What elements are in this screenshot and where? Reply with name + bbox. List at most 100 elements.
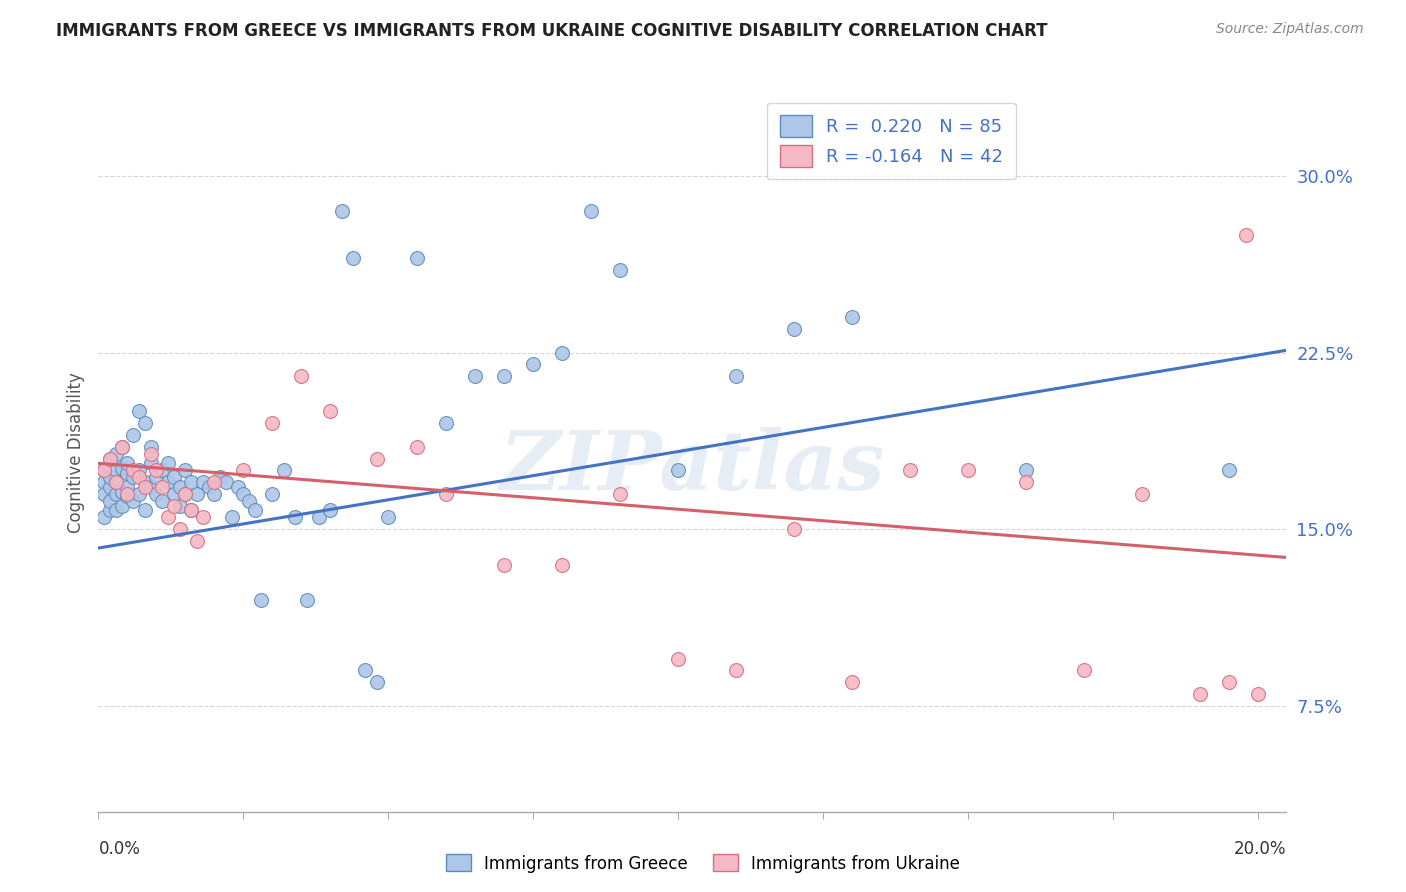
Point (174, 487, 197, 501)
Point (174, 487, 197, 501)
Point (1130, 487, 1153, 501)
Point (724, 664, 747, 678)
Point (1218, 675, 1240, 690)
Point (522, 358, 544, 372)
Legend: Immigrants from Greece, Immigrants from Ukraine: Immigrants from Greece, Immigrants from … (439, 847, 967, 880)
Point (134, 480, 156, 494)
Point (243, 503, 266, 517)
Point (956, 463, 979, 477)
Point (1234, 227, 1257, 242)
Text: 0.0%: 0.0% (98, 840, 141, 858)
Point (139, 456, 162, 470)
Point (180, 503, 202, 517)
Point (551, 345, 574, 359)
Point (284, 510, 307, 524)
Point (783, 522, 806, 536)
Point (180, 475, 202, 489)
Point (104, 463, 127, 477)
Point (579, 204, 602, 219)
Point (139, 447, 162, 461)
Point (249, 592, 271, 607)
Point (464, 369, 486, 384)
Point (163, 487, 186, 501)
Point (724, 369, 747, 384)
Point (117, 466, 139, 480)
Point (202, 475, 225, 489)
Point (169, 522, 191, 536)
Point (209, 470, 232, 484)
Point (494, 558, 516, 572)
Point (290, 369, 312, 384)
Point (145, 470, 167, 484)
Point (174, 463, 197, 477)
Point (128, 404, 150, 418)
Point (354, 664, 377, 678)
Point (98, 494, 121, 508)
Point (180, 503, 202, 517)
Point (163, 499, 186, 513)
Point (128, 463, 150, 477)
Point (406, 440, 429, 454)
Point (110, 440, 132, 454)
Point (169, 480, 191, 494)
Point (191, 475, 214, 489)
Point (98, 451, 121, 466)
Point (150, 494, 173, 508)
Point (215, 475, 238, 489)
Point (122, 494, 145, 508)
Point (104, 475, 127, 489)
Point (186, 487, 208, 501)
Point (98, 480, 121, 494)
Point (98, 451, 121, 466)
Point (128, 470, 150, 484)
Point (238, 494, 260, 508)
Point (609, 263, 631, 277)
Point (1188, 687, 1211, 701)
Point (110, 484, 132, 499)
Text: Source: ZipAtlas.com: Source: ZipAtlas.com (1216, 22, 1364, 37)
Point (134, 417, 156, 431)
Point (342, 252, 364, 266)
Point (273, 463, 295, 477)
Point (308, 510, 330, 524)
Point (221, 510, 243, 524)
Point (117, 489, 139, 503)
Point (494, 369, 516, 384)
Point (330, 204, 353, 219)
Point (139, 440, 162, 454)
Point (134, 503, 156, 517)
Point (150, 463, 173, 477)
Point (434, 417, 457, 431)
Point (117, 456, 139, 470)
Point (93, 487, 115, 501)
Point (93, 463, 115, 477)
Point (150, 480, 173, 494)
Point (898, 463, 921, 477)
Point (262, 487, 284, 501)
Point (406, 252, 429, 266)
Point (197, 480, 219, 494)
Point (110, 440, 132, 454)
Point (122, 463, 145, 477)
Point (191, 510, 214, 524)
Point (93, 475, 115, 489)
Point (1015, 463, 1038, 477)
Text: 20.0%: 20.0% (1234, 840, 1286, 858)
Point (434, 487, 457, 501)
Point (366, 675, 388, 690)
Point (226, 480, 249, 494)
Legend: R =  0.220   N = 85, R = -0.164   N = 42: R = 0.220 N = 85, R = -0.164 N = 42 (766, 103, 1017, 179)
Point (93, 463, 115, 477)
Point (156, 475, 179, 489)
Point (122, 428, 145, 442)
Point (232, 487, 254, 501)
Point (145, 487, 167, 501)
Point (117, 487, 139, 501)
Point (145, 463, 167, 477)
Point (117, 480, 139, 494)
Point (110, 461, 132, 475)
Point (295, 592, 318, 607)
Point (156, 510, 179, 524)
Point (377, 510, 399, 524)
Point (163, 470, 186, 484)
